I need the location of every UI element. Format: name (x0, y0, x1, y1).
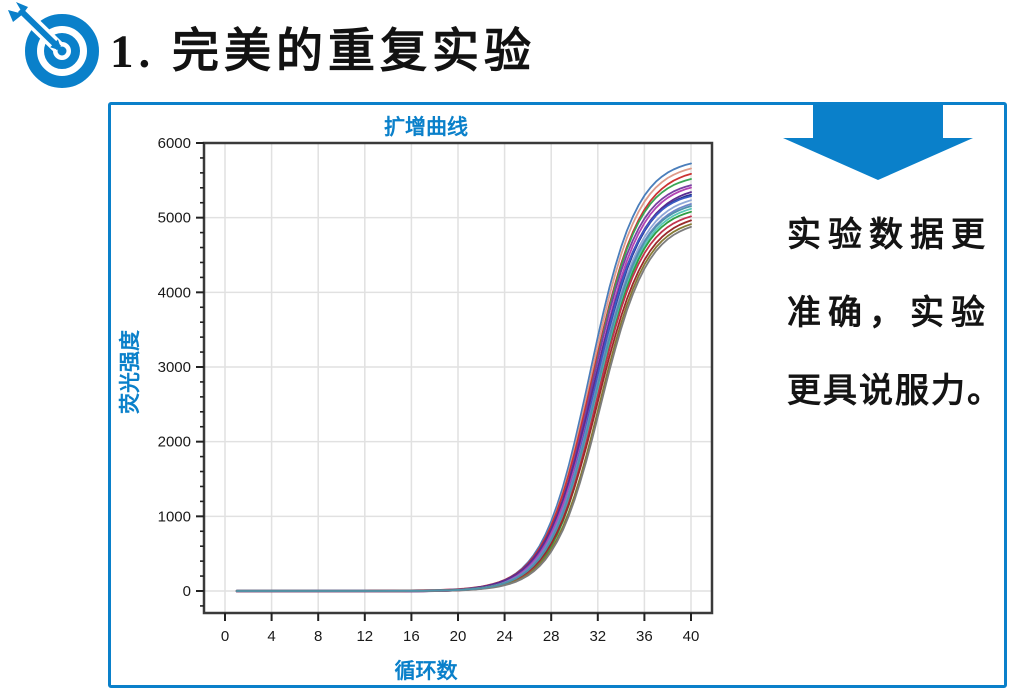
gridlines (204, 142, 712, 613)
conclusion-line-1: 实验数据更 (787, 217, 992, 254)
content-panel: 扩增曲线 0 1000 2000 3000 4000 5000 6000 0 4 8 12 16 20 2… (108, 102, 1007, 688)
page-title: 1. 完美的重复实验 (110, 26, 536, 78)
x-tick-label: 0 (221, 628, 229, 645)
y-tick-label: 5000 (158, 210, 191, 227)
curve-rep-03 (235, 173, 692, 592)
target-dart-icon (8, 2, 99, 88)
curve-rep-18 (235, 205, 692, 592)
y-tick-label: 1000 (158, 508, 191, 525)
y-tick-label: 2000 (158, 434, 191, 451)
curve-rep-01 (235, 162, 692, 592)
y-tick-label: 6000 (158, 135, 191, 152)
curve-rep-02 (235, 167, 692, 593)
x-tick-label: 8 (314, 628, 322, 645)
x-tick-label: 12 (356, 628, 373, 645)
amplification-curve-chart: 0 1000 2000 3000 4000 5000 6000 0 4 8 12 16 20 24 28 32… (158, 135, 714, 645)
y-tick-label: 3000 (158, 359, 191, 376)
x-tick-label: 28 (543, 628, 560, 645)
down-arrow-shape (783, 102, 973, 180)
down-arrow-icon (783, 102, 973, 180)
y-tick-label: 4000 (158, 284, 191, 301)
conclusion-line-3: 更具说服力。 (787, 373, 1003, 410)
y-axis: 0 1000 2000 3000 4000 5000 6000 (158, 135, 204, 607)
chart-title: 扩增曲线 (384, 116, 468, 139)
x-tick-label: 16 (403, 628, 420, 645)
x-tick-label: 32 (589, 628, 606, 645)
y-tick-label: 0 (183, 583, 191, 600)
curve-rep-08 (235, 193, 692, 593)
x-axis-label: 循环数 (394, 660, 458, 683)
x-tick-label: 20 (450, 628, 467, 645)
x-tick-label: 24 (496, 628, 513, 645)
curve-rep-05 (235, 184, 692, 593)
y-axis-label: 荧光强度 (119, 330, 142, 414)
curves (235, 162, 692, 593)
conclusion-line-2: 准确，实验 (787, 295, 992, 332)
conclusion-text: 实验数据更 准确，实验 更具说服力。 (787, 197, 1007, 431)
x-tick-label: 4 (267, 628, 275, 645)
x-tick-label: 40 (683, 628, 700, 645)
x-axis: 0 4 8 12 16 20 24 28 32 36 40 (221, 613, 700, 645)
curve-rep-09 (235, 195, 692, 592)
x-tick-label: 36 (636, 628, 653, 645)
